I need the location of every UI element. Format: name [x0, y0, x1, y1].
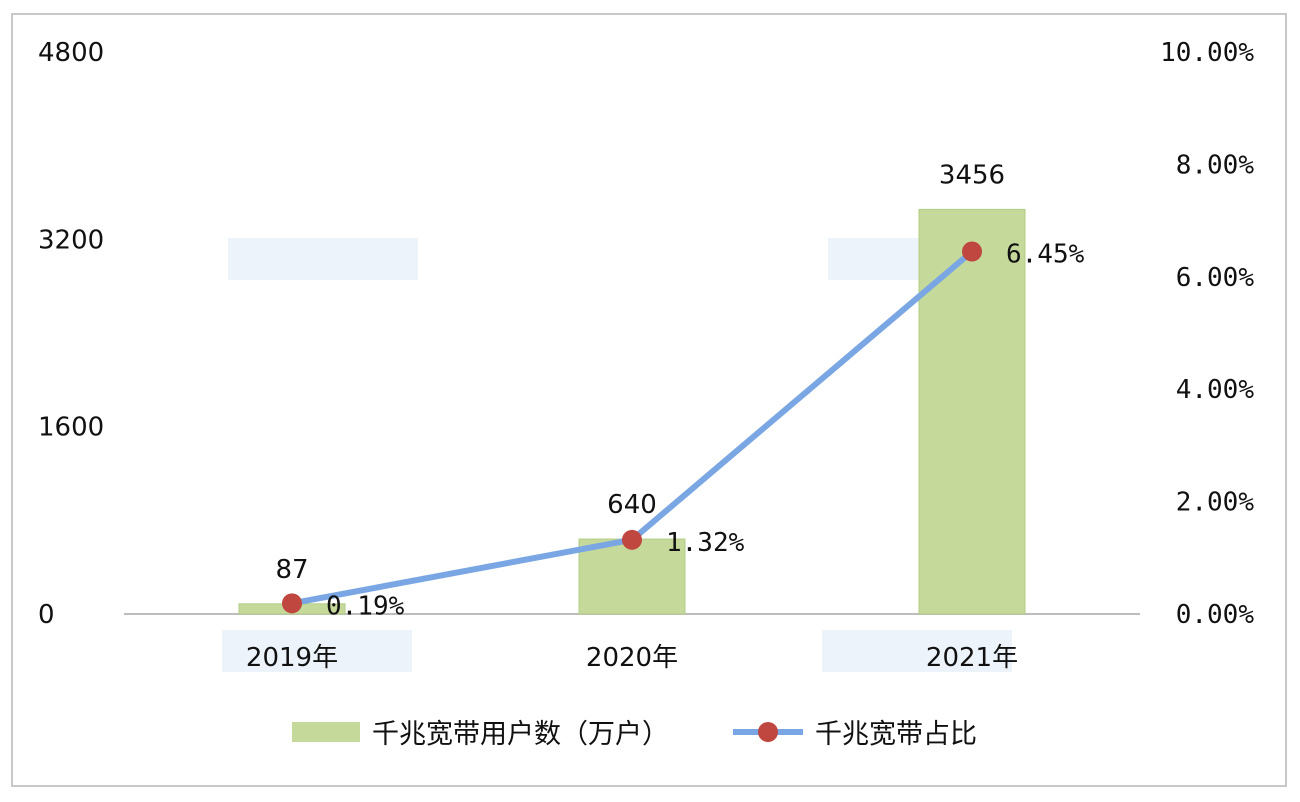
watermark-block-0 [228, 238, 418, 280]
legend-swatch-marker [758, 722, 778, 742]
bar-label-0: 87 [275, 555, 308, 585]
line-point-2 [962, 241, 982, 262]
line-series: 0.19% 1.32% 6.45% [282, 240, 1085, 621]
right-tick-label-4: 8.00% [1176, 150, 1255, 180]
category-label-2: 2021年 [926, 643, 1018, 673]
line-label-2: 6.45% [1006, 240, 1085, 270]
right-tick-label-1: 2.00% [1176, 488, 1255, 518]
right-tick-label-2: 4.00% [1176, 375, 1255, 405]
category-labels: 2019年 2020年 2021年 [246, 643, 1018, 673]
line-point-0 [282, 593, 302, 614]
right-axis-ticks: 0.00% 2.00% 4.00% 6.00% 8.00% 10.00% [1160, 38, 1254, 630]
line-point-1 [622, 529, 642, 550]
category-label-1: 2020年 [586, 643, 678, 673]
bar-series: 87 640 3456 [238, 160, 1026, 615]
legend-label-bar: 千兆宽带用户数（万户） [372, 719, 669, 750]
line-label-0: 0.19% [326, 591, 405, 621]
bar-label-2: 3456 [939, 160, 1005, 190]
bar-label-1: 640 [607, 490, 657, 520]
left-tick-label-1: 1600 [38, 413, 104, 443]
legend-swatch-bar [292, 722, 360, 742]
legend-label-line: 千兆宽带占比 [815, 719, 977, 750]
line-label-1: 1.32% [666, 528, 745, 558]
watermark-block-3 [822, 630, 1012, 672]
left-tick-label-3: 4800 [38, 38, 104, 68]
right-tick-label-3: 6.00% [1176, 263, 1255, 293]
left-tick-label-0: 0 [38, 600, 55, 630]
left-tick-label-2: 3200 [38, 225, 104, 255]
category-label-0: 2019年 [246, 643, 338, 673]
right-tick-label-0: 0.00% [1176, 600, 1255, 630]
right-tick-label-5: 10.00% [1160, 38, 1254, 68]
legend: 千兆宽带用户数（万户） 千兆宽带占比 [292, 719, 977, 750]
bar-1 [578, 538, 686, 615]
bar-2 [918, 208, 1026, 615]
watermark-block-2 [222, 630, 412, 672]
left-axis-ticks: 0 1600 3200 4800 [38, 38, 104, 630]
